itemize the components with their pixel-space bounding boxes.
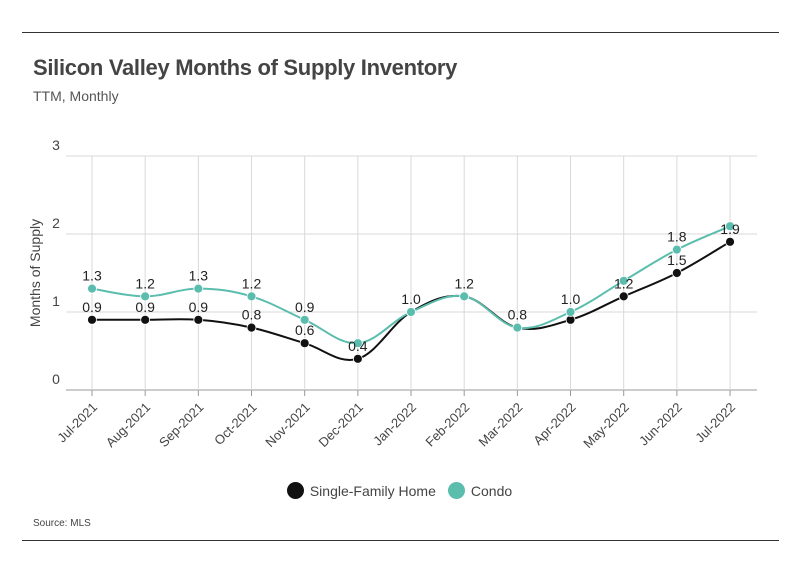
x-tick-label: Aug-2021 (103, 400, 153, 450)
legend: Single-Family Home Condo (0, 482, 799, 499)
condo-point (512, 322, 523, 333)
chart-title: Silicon Valley Months of Supply Inventor… (33, 55, 458, 80)
legend-label-condo: Condo (470, 482, 513, 499)
condo-data-label: 0.8 (508, 307, 528, 323)
y-axis-title: Months of Supply (27, 219, 43, 327)
x-tick-label: Feb-2022 (422, 400, 472, 450)
condo-point (140, 291, 151, 302)
x-tick-label: Apr-2022 (530, 400, 578, 448)
single-family-point (246, 322, 257, 333)
chart-subtitle: TTM, Monthly (33, 88, 119, 104)
single-family-data-label: 1.2 (614, 275, 634, 291)
legend-label-single-family: Single-Family Home (309, 482, 436, 499)
single-family-swatch-icon (286, 482, 304, 499)
condo-point (618, 275, 629, 286)
x-tick-label: Oct-2021 (211, 400, 259, 448)
line-chart: 0 1 2 3 Jul-2021 Aug-2021 Sep-2021 Oct-2021 Nov-… (27, 137, 757, 451)
x-tick-label: Nov-2021 (262, 400, 312, 450)
top-rule (22, 32, 779, 33)
single-family-point (140, 314, 151, 325)
x-tick-label: Jul-2022 (692, 400, 738, 446)
single-family-point (299, 338, 310, 349)
y-tick-label: 2 (52, 215, 60, 231)
condo-point (87, 283, 97, 294)
condo-point (352, 338, 363, 349)
x-tick-label: Jul-2021 (54, 400, 100, 446)
single-family-point (671, 268, 682, 278)
source-note: Source: MLS (33, 518, 91, 529)
condo-point (406, 307, 416, 317)
single-family-data-label: 1.5 (667, 252, 687, 268)
single-family-data-label: 0.9 (135, 299, 155, 315)
y-tick-label: 0 (52, 371, 60, 387)
single-family-point (87, 314, 97, 325)
single-family-data-label: 0.9 (82, 299, 102, 315)
condo-data-label: 1.3 (189, 268, 209, 284)
condo-data-label: 1.2 (135, 275, 155, 291)
condo-data-label: 1.2 (454, 275, 474, 291)
single-family-data-label: 0.9 (189, 299, 209, 315)
x-tick-label: Jan-2022 (370, 400, 419, 449)
condo-data-label: 1.8 (667, 229, 687, 245)
condo-point (671, 244, 682, 255)
condo-data-label: 1.0 (401, 291, 421, 307)
x-tick-label: May-2022 (580, 400, 631, 451)
bottom-rule (22, 540, 779, 541)
single-family-point (193, 314, 204, 325)
single-family-data-label: 0.4 (348, 338, 368, 354)
condo-point (459, 291, 470, 302)
condo-point (725, 221, 735, 232)
single-family-data-label: 1.9 (720, 221, 740, 237)
legend-item-single-family[interactable]: Single-Family Home (286, 482, 436, 499)
condo-point (246, 291, 257, 302)
y-tick-label: 1 (52, 293, 60, 309)
single-family-point (618, 291, 629, 302)
single-family-point (725, 236, 735, 247)
condo-point (193, 283, 204, 294)
single-family-point (352, 353, 363, 364)
condo-point (565, 307, 576, 317)
condo-data-label: 1.3 (82, 268, 102, 284)
y-tick-label: 3 (52, 137, 60, 153)
legend-item-condo[interactable]: Condo (447, 482, 513, 499)
x-tick-label: Mar-2022 (476, 400, 526, 450)
condo-data-label: 1.2 (242, 275, 262, 291)
x-tick-label: Sep-2021 (156, 400, 206, 450)
condo-swatch-icon (447, 482, 465, 499)
condo-point (299, 314, 310, 325)
condo-data-label: 0.9 (295, 299, 315, 315)
single-family-data-label: 0.6 (295, 322, 315, 338)
condo-data-label: 1.0 (561, 291, 581, 307)
x-tick-label: Dec-2021 (316, 400, 366, 450)
single-family-data-label: 0.8 (242, 307, 262, 323)
x-tick-label: Jun-2022 (636, 400, 685, 449)
